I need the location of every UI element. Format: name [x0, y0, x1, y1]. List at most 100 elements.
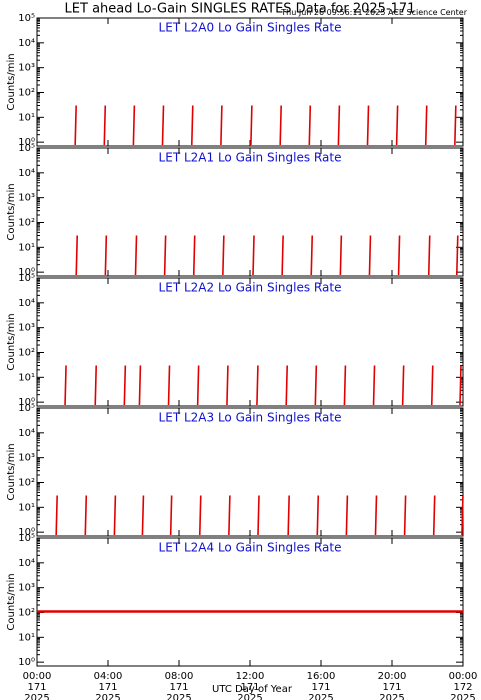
rate-spike [64, 365, 67, 406]
x-tick-year: 2025 [95, 693, 120, 700]
y-axis-label: Counts/min [6, 573, 17, 630]
panel-frame [36, 537, 464, 667]
rate-spike [161, 105, 165, 146]
y-tick-label: 10⁵ [18, 273, 35, 284]
y-tick-label: 10² [18, 477, 35, 488]
panel-title: LET L2A1 Lo Gain Singles Rate [159, 151, 342, 165]
rate-spike [279, 105, 282, 146]
x-tick-label: 16:00 [307, 671, 336, 682]
rate-spike [167, 365, 171, 406]
y-axis-label: Counts/min [6, 313, 17, 370]
rate-spike [141, 495, 145, 536]
rate-spike [169, 495, 173, 536]
panel-title: LET L2A2 Lo Gain Singles Rate [159, 281, 342, 295]
rate-spike [198, 495, 202, 536]
y-tick-label: 10¹ [18, 502, 35, 513]
rate-spike [252, 235, 255, 276]
rate-spike [403, 495, 407, 536]
rate-spike [94, 365, 98, 406]
rate-spike [395, 105, 399, 146]
rate-spike [366, 105, 370, 146]
y-tick-label: 10⁰ [18, 137, 35, 148]
chart-title: LET ahead Lo-Gain SINGLES RATES Data for… [65, 2, 416, 17]
rate-spike [397, 235, 401, 276]
panel-frame [36, 407, 464, 537]
x-tick-label: 12:00 [236, 671, 265, 682]
rate-spike [455, 235, 459, 276]
rate-spike [427, 235, 431, 276]
panel-title: LET L2A4 Lo Gain Singles Rate [159, 541, 342, 555]
rate-spike [104, 235, 108, 276]
rate-spike [337, 105, 341, 146]
y-tick-label: 10⁴ [18, 38, 35, 49]
rate-spike [222, 235, 225, 276]
x-tick-label: 00:00 [23, 671, 52, 682]
x-tick-label: 20:00 [378, 671, 407, 682]
y-axis-label: Counts/min [6, 443, 17, 500]
x-tick-label: 08:00 [165, 671, 194, 682]
panel-frame [36, 277, 464, 407]
y-tick-label: 10³ [18, 193, 35, 204]
rate-spike [432, 495, 436, 536]
rate-spike [123, 365, 127, 406]
y-tick-label: 10⁴ [18, 428, 35, 439]
y-tick-label: 10⁴ [18, 298, 35, 309]
rate-spike [220, 105, 223, 146]
rate-spike [316, 495, 320, 536]
rate-spike [113, 495, 117, 536]
rate-spike [256, 365, 259, 406]
rate-spike [75, 235, 79, 276]
rate-spike [339, 235, 343, 276]
rate-spike [287, 495, 290, 536]
x-tick-day: 171 [382, 682, 401, 693]
rate-spike [308, 105, 312, 146]
panel-title: LET L2A3 Lo Gain Singles Rate [159, 411, 342, 425]
rate-spike [454, 105, 457, 146]
rate-spike [430, 365, 434, 406]
y-axis-label: Counts/min [6, 53, 17, 110]
rate-spike [372, 365, 376, 406]
chart-subtitle: Thu Jun 26 09:56:11 2025 ACE Science Cen… [280, 8, 467, 17]
x-tick-day: 171 [169, 682, 188, 693]
y-tick-label: 10¹ [18, 242, 35, 253]
y-tick-label: 10² [18, 347, 35, 358]
rate-spike [374, 495, 378, 536]
rate-spike [134, 235, 138, 276]
rate-spike [196, 365, 200, 406]
y-axis-label: Counts/min [6, 183, 17, 240]
rate-spike [401, 365, 405, 406]
y-tick-label: 10¹ [18, 112, 35, 123]
panel-title: LET L2A0 Lo Gain Singles Rate [159, 21, 342, 35]
rate-spike [190, 105, 194, 146]
rate-spike [285, 365, 289, 406]
x-tick-label: 00:00 [449, 671, 478, 682]
rate-spike [103, 105, 107, 146]
x-tick-day: 171 [98, 682, 117, 693]
rate-spike [163, 235, 167, 276]
rate-spike [459, 365, 462, 406]
rate-spike [257, 495, 260, 536]
rate-spike [368, 235, 372, 276]
y-tick-label: 10⁴ [18, 558, 35, 569]
y-tick-label: 10² [18, 607, 35, 618]
rate-spike [55, 495, 58, 536]
rate-spike [281, 235, 284, 276]
x-tick-day: 171 [27, 682, 46, 693]
rate-spike [345, 495, 349, 536]
x-tick-year: 2025 [24, 693, 49, 700]
rate-spike [461, 495, 464, 536]
rate-spike [314, 365, 318, 406]
x-tick-year: 2025 [308, 693, 333, 700]
y-tick-label: 10⁰ [18, 527, 35, 538]
rate-spike [84, 495, 88, 536]
x-axis-label: UTC Day of Year [212, 684, 293, 695]
y-tick-label: 10⁴ [18, 168, 35, 179]
rate-spike [226, 365, 229, 406]
x-tick-day: 171 [311, 682, 330, 693]
y-tick-label: 10⁵ [18, 13, 35, 24]
y-tick-label: 10⁵ [18, 533, 35, 544]
y-tick-label: 10⁵ [18, 143, 35, 154]
y-tick-label: 10¹ [18, 372, 35, 383]
y-tick-label: 10³ [18, 323, 35, 334]
